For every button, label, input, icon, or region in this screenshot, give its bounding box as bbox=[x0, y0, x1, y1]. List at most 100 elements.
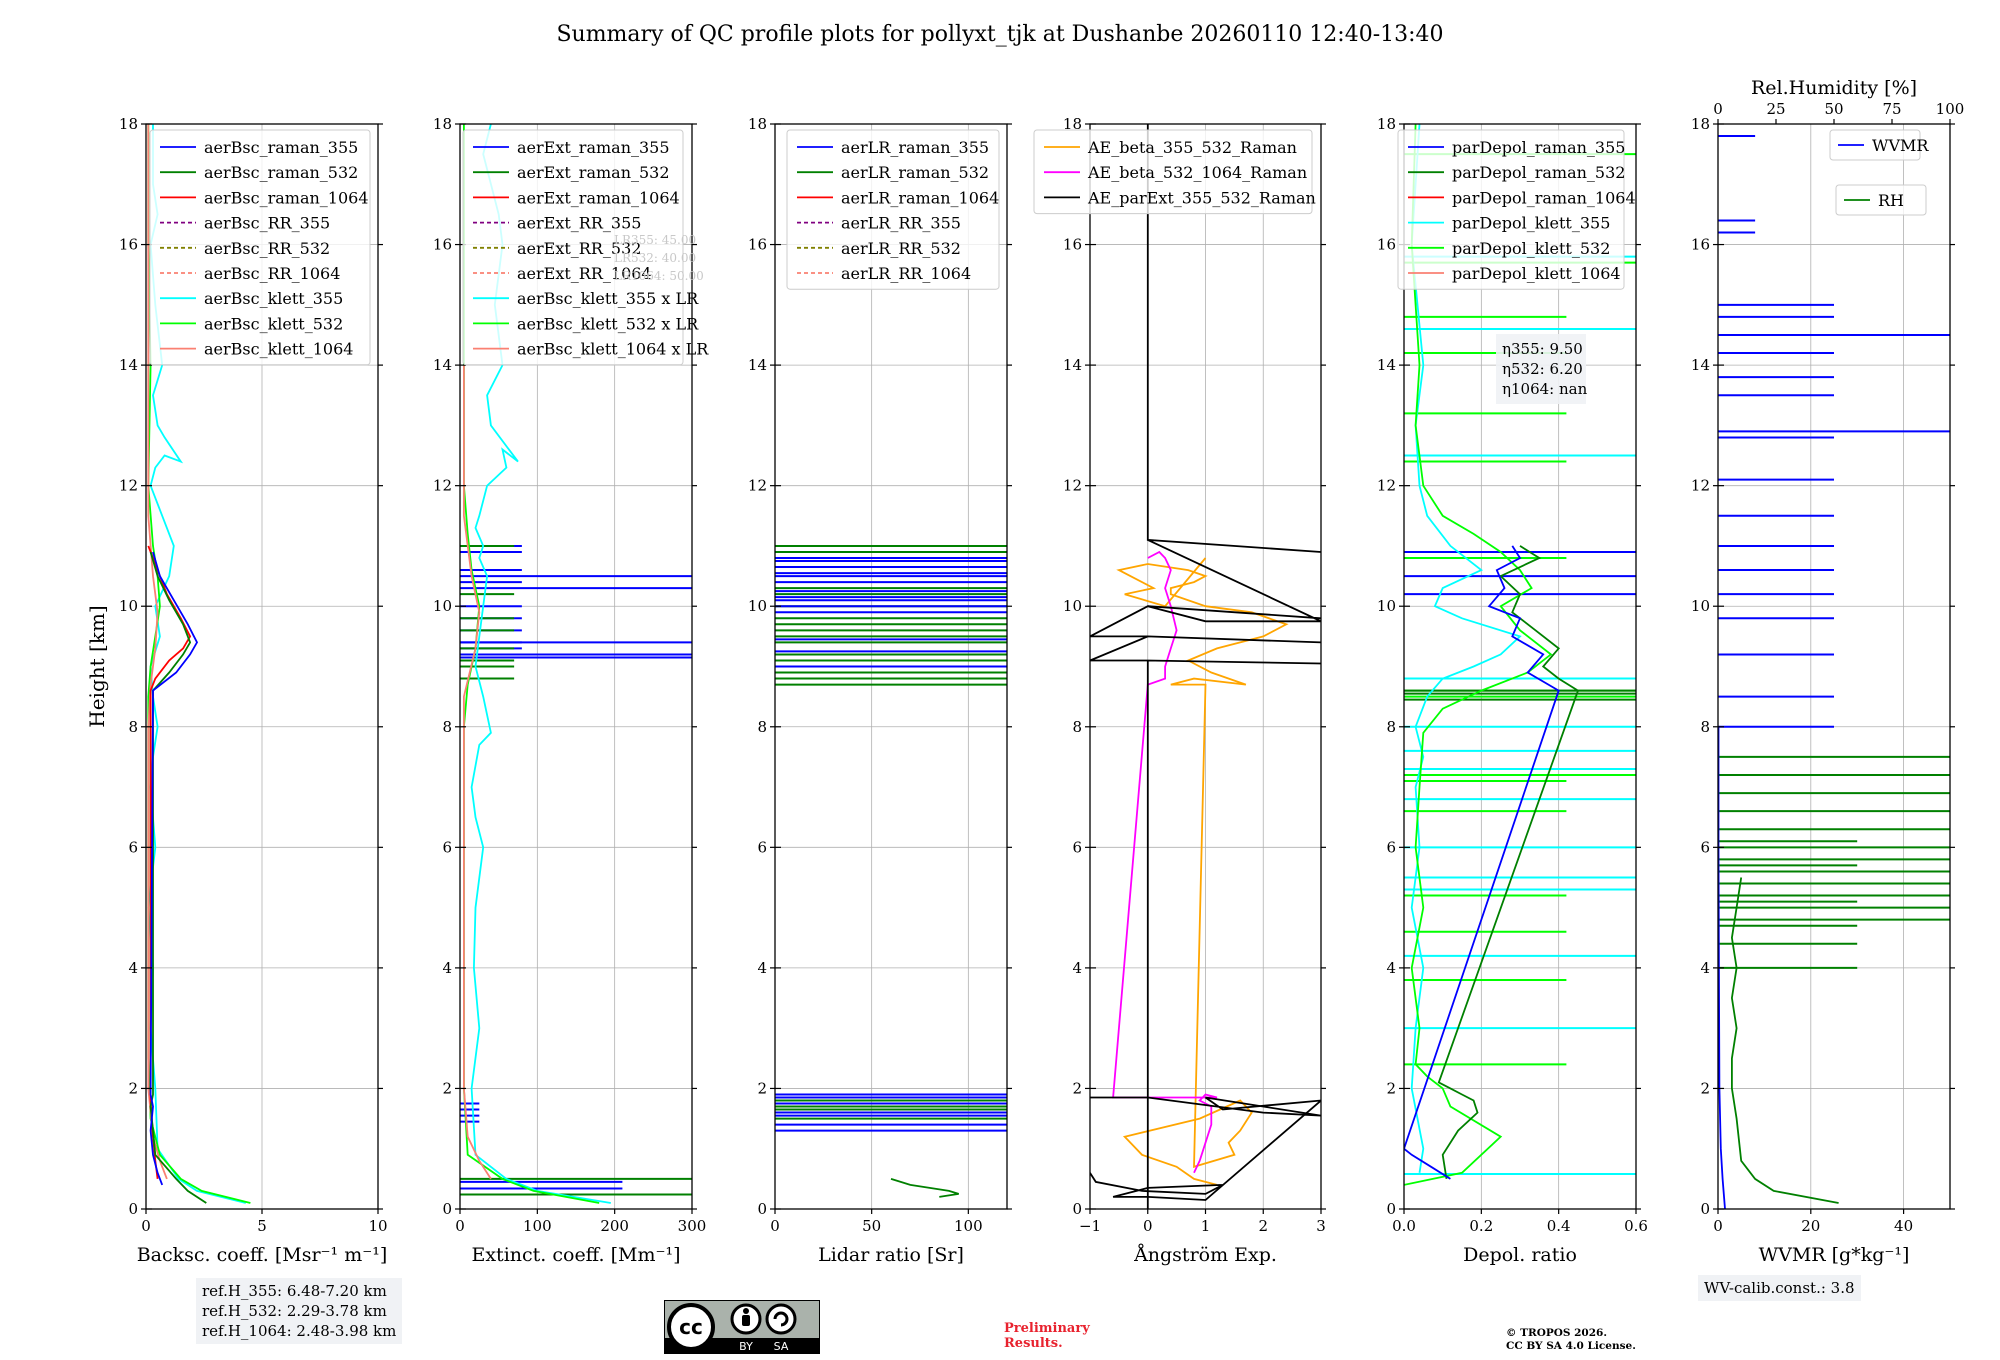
axes-frame bbox=[459, 123, 693, 1210]
y-tick-label: 12 bbox=[748, 477, 767, 495]
series-line-aerLR_raman_532 bbox=[890, 1178, 959, 1198]
x-axis-label: WVMR [g*kg⁻¹] bbox=[1759, 1244, 1910, 1266]
series-line-AE_beta_355_532_Raman bbox=[1116, 557, 1289, 1186]
legend-entry: aerBsc_klett_1064 x LR bbox=[517, 340, 709, 359]
legend-entry: aerExt_raman_1064 bbox=[517, 188, 680, 207]
series-line-parDepol_klett_532 bbox=[1404, 124, 1553, 1186]
series-line-parDepol_raman_532 bbox=[1437, 545, 1580, 1180]
legend-entry: aerBsc_raman_355 bbox=[204, 138, 358, 157]
series-line-RH bbox=[1730, 877, 1839, 1204]
series-line-parDepol_raman_355 bbox=[1404, 545, 1560, 1180]
ref-height-1064: ref.H_1064: 2.48-3.98 km bbox=[202, 1322, 397, 1340]
legend-entry: parDepol_raman_532 bbox=[1452, 163, 1625, 182]
y-tick-label: 6 bbox=[1700, 838, 1710, 856]
cc-logo-text: cc bbox=[679, 1315, 703, 1339]
legend: WVMR RH bbox=[1829, 129, 1929, 216]
x-tick-label: 0 bbox=[141, 1217, 151, 1235]
x-tick-label: 200 bbox=[600, 1217, 629, 1235]
reference-height-box: ref.H_355: 6.48-7.20 km ref.H_532: 2.29-… bbox=[196, 1278, 403, 1344]
x-tick-label: 1 bbox=[1201, 1217, 1211, 1235]
x-tick-label: 20 bbox=[1801, 1217, 1820, 1235]
x-tick-label: 10 bbox=[368, 1217, 387, 1235]
panel-2: 0 2 4 6 8 10 12 14 16 18 0 100 200 300 Extinct. coeff.… bbox=[433, 115, 709, 1266]
y-tick-label: 4 bbox=[1072, 959, 1082, 977]
legend-entry: aerLR_RR_1064 bbox=[841, 264, 971, 283]
legend: aerLR_raman_355 aerLR_raman_532 aerLR_rama… bbox=[786, 129, 1000, 290]
y-tick-label: 4 bbox=[128, 959, 138, 977]
x-tick-label: 2 bbox=[1258, 1217, 1268, 1235]
y-tick-label: 8 bbox=[1072, 718, 1082, 736]
y-tick-label: 10 bbox=[1691, 597, 1710, 615]
y-tick-label: 16 bbox=[1377, 236, 1396, 254]
y-tick-label: 0 bbox=[757, 1200, 767, 1218]
y-tick-label: 6 bbox=[1072, 838, 1082, 856]
data-layer bbox=[1404, 124, 1636, 1186]
legend-entry: aerLR_raman_355 bbox=[841, 138, 989, 157]
legend-entry: aerExt_raman_532 bbox=[517, 163, 670, 182]
eta-value: η355: 9.50 bbox=[1502, 340, 1583, 358]
data-layer bbox=[775, 544, 1007, 1198]
legend-entry: aerExt_RR_532 bbox=[517, 239, 641, 258]
x-tick-label: 50 bbox=[862, 1217, 881, 1235]
legend-box bbox=[1829, 129, 1921, 161]
legend-entry: aerLR_RR_355 bbox=[841, 214, 961, 233]
series-line-aerBsc_raman_532 bbox=[149, 551, 207, 1204]
x-tick-label: 0.6 bbox=[1624, 1217, 1648, 1235]
legend-entry: parDepol_klett_532 bbox=[1452, 239, 1610, 258]
series-line-aerBsc_klett_355 x LR bbox=[470, 124, 611, 1204]
y-tick-label: 2 bbox=[1700, 1079, 1710, 1097]
y-tick-label: 16 bbox=[119, 236, 138, 254]
y-tick-label: 4 bbox=[442, 959, 452, 977]
legend-box bbox=[149, 129, 371, 366]
legend-entry: aerBsc_raman_532 bbox=[204, 163, 358, 182]
legend-entry: aerBsc_RR_1064 bbox=[204, 264, 340, 283]
y-tick-label: 18 bbox=[433, 115, 452, 133]
y-tick-label: 8 bbox=[757, 718, 767, 736]
legend-entry: aerBsc_klett_355 bbox=[204, 289, 343, 308]
y-tick-label: 18 bbox=[1063, 115, 1082, 133]
legend-entry: parDepol_raman_355 bbox=[1452, 138, 1625, 157]
y-tick-label: 2 bbox=[1386, 1079, 1396, 1097]
series-line-AE_parExt_355_532_Raman_segments bbox=[1090, 124, 1321, 1209]
x-tick-label: 3 bbox=[1316, 1217, 1326, 1235]
x-tick-label: 0.4 bbox=[1547, 1217, 1571, 1235]
y-tick-label: 10 bbox=[748, 597, 767, 615]
top-x-tick-label: 75 bbox=[1882, 100, 1901, 118]
panel-3: 0 2 4 6 8 10 12 14 16 18 0 50 100 Lidar ratio [Sr] aer… bbox=[748, 115, 1012, 1266]
panel-5: 0 2 4 6 8 10 12 14 16 18 0.0 0.2 0.4 0.6 Depol. ratio p… bbox=[1377, 115, 1648, 1266]
y-tick-label: 10 bbox=[119, 597, 138, 615]
legend: aerBsc_raman_355 aerBsc_raman_532 aerBsc_r… bbox=[149, 129, 371, 366]
x-axis-label: Extinct. coeff. [Mm⁻¹] bbox=[471, 1244, 680, 1266]
y-tick-label: 14 bbox=[1691, 356, 1710, 374]
legend-entry: aerBsc_klett_1064 bbox=[204, 340, 353, 359]
eta-value: η532: 6.20 bbox=[1502, 360, 1583, 378]
legend-entry: aerLR_raman_1064 bbox=[841, 188, 999, 207]
y-tick-label: 4 bbox=[1700, 959, 1710, 977]
legend-entry: parDepol_klett_1064 bbox=[1452, 264, 1621, 283]
x-axis-label: Ångström Exp. bbox=[1133, 1244, 1277, 1266]
y-tick-label: 18 bbox=[119, 115, 138, 133]
series-line-AE_parExt_355_532_Raman bbox=[1090, 1096, 1321, 1201]
y-tick-label: 2 bbox=[757, 1079, 767, 1097]
y-axis-label: Height [km] bbox=[85, 605, 109, 727]
legend-entry: aerLR_RR_532 bbox=[841, 239, 961, 258]
top-x-tick-label: 0 bbox=[1713, 100, 1723, 118]
eta-value: η1064: nan bbox=[1502, 380, 1588, 398]
panel-1: 0 2 4 6 8 10 12 14 16 18 0 5 10 Backsc. coeff. [Msr⁻¹… bbox=[85, 115, 388, 1266]
x-tick-label: 5 bbox=[257, 1217, 267, 1235]
y-tick-label: 18 bbox=[1691, 115, 1710, 133]
y-tick-label: 16 bbox=[433, 236, 452, 254]
x-tick-label: 0 bbox=[770, 1217, 780, 1235]
legend-entry: aerBsc_klett_532 bbox=[204, 314, 343, 333]
y-tick-label: 10 bbox=[433, 597, 452, 615]
y-tick-label: 6 bbox=[128, 838, 138, 856]
figure-title: Summary of QC profile plots for pollyxt_… bbox=[556, 22, 1444, 47]
y-tick-label: 18 bbox=[1377, 115, 1396, 133]
y-tick-label: 0 bbox=[1072, 1200, 1082, 1218]
top-axis-label: Rel.Humidity [%] bbox=[1751, 77, 1917, 99]
x-tick-label: 100 bbox=[523, 1217, 552, 1235]
cc-by-sa-license-badge: cc BY SA bbox=[664, 1300, 820, 1354]
y-tick-label: 8 bbox=[128, 718, 138, 736]
y-tick-label: 16 bbox=[1691, 236, 1710, 254]
